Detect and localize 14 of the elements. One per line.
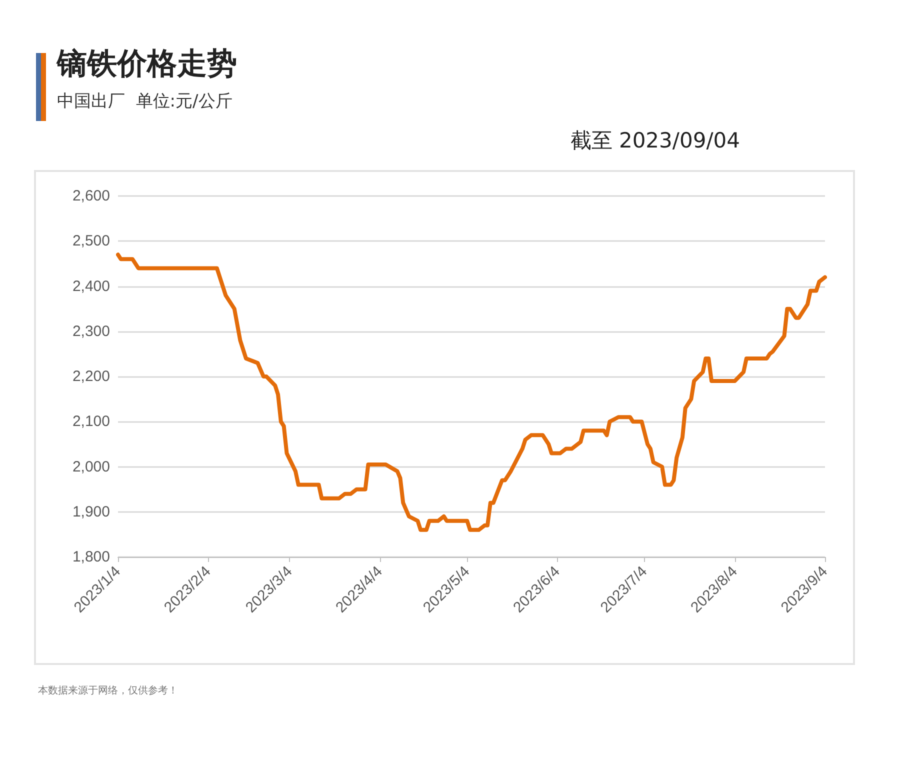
- y-tick-label: 1,900: [72, 503, 110, 520]
- y-tick-label: 2,600: [72, 188, 110, 204]
- line-series: [116, 252, 827, 532]
- y-tick-label: 2,400: [72, 278, 110, 295]
- text: 截至 2023/09/04: [570, 128, 740, 152]
- y-tick-label: 2,500: [72, 232, 110, 250]
- chart-title: 镝铁价格走势: [56, 46, 237, 82]
- y-tick-label: 2,300: [72, 322, 110, 340]
- y-tick-label: 2,100: [72, 413, 110, 430]
- chart-subtitle: 中国出厂 单位:元/公斤: [57, 92, 232, 112]
- text: 本数据来源于网络，仅供参考！: [38, 684, 178, 696]
- y-tick-label: 2,200: [72, 368, 110, 385]
- y-tick-label: 1,800: [72, 548, 110, 566]
- y-tick-label: 2,000: [72, 458, 110, 476]
